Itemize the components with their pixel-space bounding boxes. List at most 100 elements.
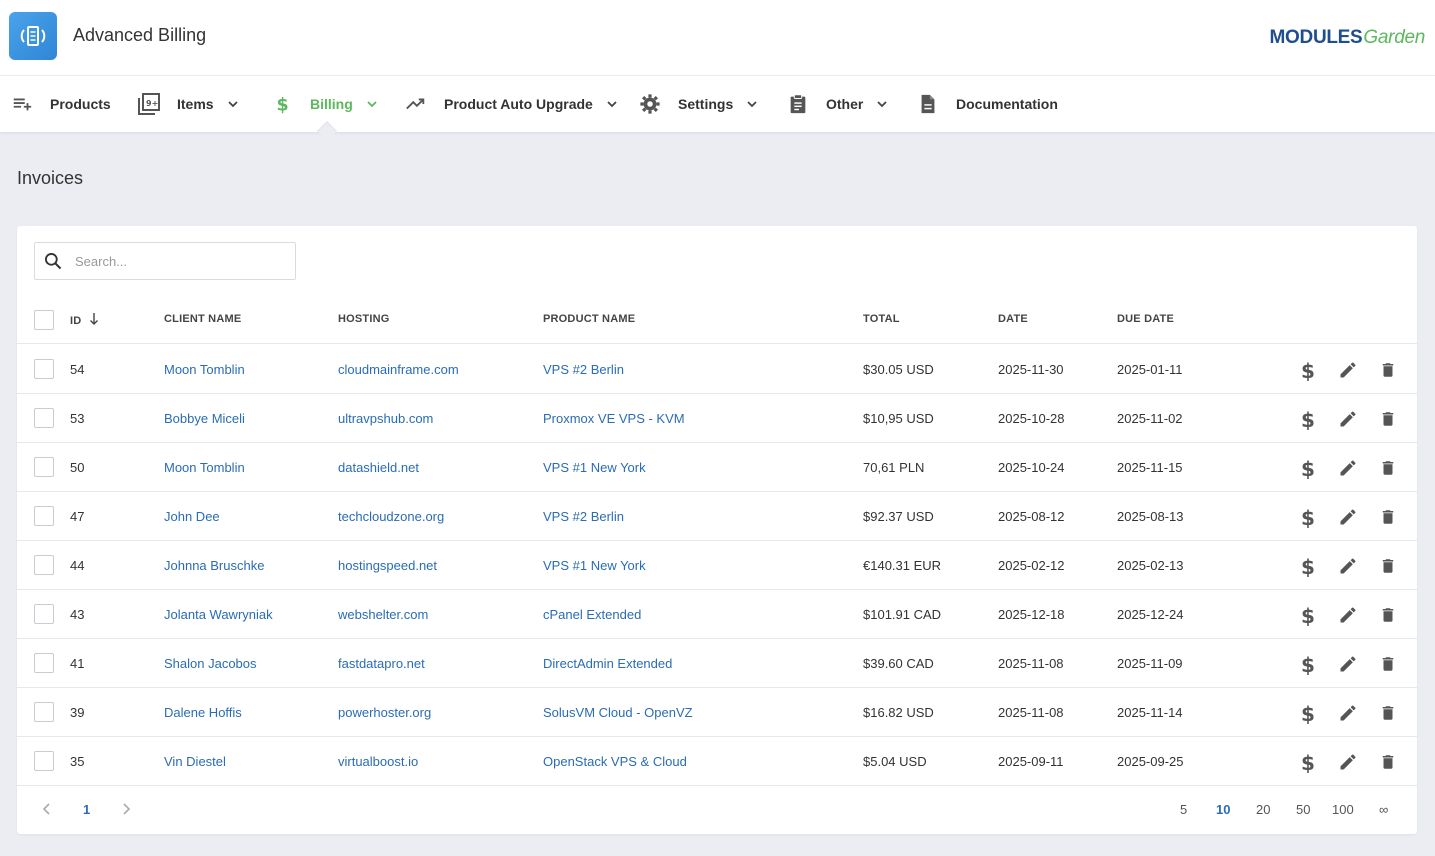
row-checkbox[interactable] — [34, 604, 54, 624]
page-number-current[interactable]: 1 — [83, 802, 91, 817]
column-hosting-header[interactable]: HOSTING — [338, 313, 390, 325]
edit-invoice-button[interactable] — [1337, 506, 1359, 528]
edit-invoice-button[interactable] — [1337, 604, 1359, 626]
row-checkbox[interactable] — [34, 408, 54, 428]
edit-invoice-button[interactable] — [1337, 359, 1359, 381]
client-name-link[interactable]: Bobbye Miceli — [164, 411, 245, 426]
prev-page-button[interactable] — [41, 802, 53, 819]
hosting-link[interactable]: datashield.net — [338, 460, 419, 475]
edit-invoice-button[interactable] — [1337, 751, 1359, 773]
column-due-date-header[interactable]: DUE DATE — [1117, 313, 1175, 325]
product-name-link[interactable]: VPS #2 Berlin — [543, 509, 624, 524]
client-name-link[interactable]: Moon Tomblin — [164, 362, 245, 377]
page-size-100[interactable]: 100 — [1332, 802, 1354, 817]
client-name-link[interactable]: Jolanta Wawryniak — [164, 607, 273, 622]
cell-due-date: 2025-11-14 — [1117, 705, 1183, 720]
edit-invoice-button[interactable] — [1337, 653, 1359, 675]
delete-invoice-button[interactable] — [1377, 457, 1399, 479]
column-total-header[interactable]: TOTAL — [863, 313, 900, 325]
delete-invoice-button[interactable] — [1377, 408, 1399, 430]
delete-invoice-button[interactable] — [1377, 604, 1399, 626]
svg-text:$: $ — [1301, 604, 1315, 626]
row-checkbox[interactable] — [34, 457, 54, 477]
modulesgarden-logo[interactable]: MODULES Garden — [1270, 24, 1426, 52]
nav-product-auto-upgrade[interactable]: Product Auto Upgrade — [404, 76, 619, 132]
nav-billing[interactable]: $ Billing — [270, 76, 379, 132]
hosting-link[interactable]: cloudmainframe.com — [338, 362, 459, 377]
nav-other[interactable]: Other — [786, 76, 889, 132]
client-name-link[interactable]: Johnna Bruschke — [164, 558, 265, 573]
nav-products-label: Products — [50, 96, 111, 112]
search-input[interactable] — [75, 253, 275, 269]
edit-invoice-button[interactable] — [1337, 555, 1359, 577]
pay-invoice-button[interactable]: $ — [1297, 751, 1319, 773]
client-name-link[interactable]: Vin Diestel — [164, 754, 226, 769]
page-size-20[interactable]: 20 — [1256, 802, 1271, 817]
pay-invoice-button[interactable]: $ — [1297, 555, 1319, 577]
product-name-link[interactable]: cPanel Extended — [543, 607, 642, 622]
edit-invoice-button[interactable] — [1337, 457, 1359, 479]
product-name-link[interactable]: VPS #1 New York — [543, 460, 646, 475]
product-name-link[interactable]: DirectAdmin Extended — [543, 656, 673, 671]
next-page-button[interactable] — [120, 802, 132, 819]
pencil-icon — [1338, 703, 1358, 723]
product-name-link[interactable]: Proxmox VE VPS - KVM — [543, 411, 685, 426]
pay-invoice-button[interactable]: $ — [1297, 359, 1319, 381]
column-date-header[interactable]: DATE — [998, 313, 1028, 325]
nav-items-label: Items — [177, 96, 214, 112]
page-size-all[interactable]: ∞ — [1379, 802, 1389, 817]
page-size-5[interactable]: 5 — [1180, 802, 1188, 817]
product-name-link[interactable]: VPS #2 Berlin — [543, 362, 624, 377]
product-name-link[interactable]: VPS #1 New York — [543, 558, 646, 573]
hosting-link[interactable]: webshelter.com — [338, 607, 429, 622]
nav-items[interactable]: 9+ Items — [137, 76, 240, 132]
edit-invoice-button[interactable] — [1337, 408, 1359, 430]
row-checkbox[interactable] — [34, 653, 54, 673]
hosting-link[interactable]: hostingspeed.net — [338, 558, 438, 573]
table-row: 44 Johnna Bruschke hostingspeed.net VPS #1 … — [17, 541, 1417, 590]
hosting-link[interactable]: fastdatapro.net — [338, 656, 425, 671]
hosting-link[interactable]: virtualboost.io — [338, 754, 419, 769]
row-checkbox[interactable] — [34, 359, 54, 379]
pay-invoice-button[interactable]: $ — [1297, 702, 1319, 724]
client-name-link[interactable]: Dalene Hoffis — [164, 705, 242, 720]
hosting-link[interactable]: powerhoster.org — [338, 705, 432, 720]
delete-invoice-button[interactable] — [1377, 506, 1399, 528]
product-name-link[interactable]: SolusVM Cloud - OpenVZ — [543, 705, 693, 720]
pay-invoice-button[interactable]: $ — [1297, 408, 1319, 430]
cell-date: 2025-11-08 — [998, 705, 1064, 720]
edit-invoice-button[interactable] — [1337, 702, 1359, 724]
select-all-checkbox[interactable] — [34, 310, 54, 330]
delete-invoice-button[interactable] — [1377, 555, 1399, 577]
client-name-link[interactable]: John Dee — [164, 509, 220, 524]
row-checkbox[interactable] — [34, 751, 54, 771]
cell-id: 41 — [70, 656, 85, 671]
pay-invoice-button[interactable]: $ — [1297, 506, 1319, 528]
delete-invoice-button[interactable] — [1377, 702, 1399, 724]
hosting-link[interactable]: ultravpshub.com — [338, 411, 434, 426]
row-checkbox[interactable] — [34, 555, 54, 575]
product-name-link[interactable]: OpenStack VPS & Cloud — [543, 754, 687, 769]
delete-invoice-button[interactable] — [1377, 359, 1399, 381]
client-name-link[interactable]: Shalon Jacobos — [164, 656, 257, 671]
delete-invoice-button[interactable] — [1377, 751, 1399, 773]
column-id-header[interactable]: ID — [70, 313, 99, 327]
column-client-header[interactable]: CLIENT NAME — [164, 313, 242, 325]
pay-invoice-button[interactable]: $ — [1297, 604, 1319, 626]
column-product-header[interactable]: PRODUCT NAME — [543, 313, 636, 325]
row-checkbox[interactable] — [34, 506, 54, 526]
nav-documentation[interactable]: Documentation — [916, 76, 1058, 132]
client-name-link[interactable]: Moon Tomblin — [164, 460, 245, 475]
pencil-icon — [1338, 507, 1358, 527]
hosting-link[interactable]: techcloudzone.org — [338, 509, 445, 524]
chevron-down-icon — [605, 97, 619, 111]
nav-settings[interactable]: Settings — [638, 76, 759, 132]
nav-products[interactable]: Products — [10, 76, 111, 132]
page-size-10[interactable]: 10 — [1216, 802, 1231, 817]
svg-text:$: $ — [1301, 457, 1315, 479]
pay-invoice-button[interactable]: $ — [1297, 653, 1319, 675]
page-size-50[interactable]: 50 — [1296, 802, 1311, 817]
row-checkbox[interactable] — [34, 702, 54, 722]
pay-invoice-button[interactable]: $ — [1297, 457, 1319, 479]
delete-invoice-button[interactable] — [1377, 653, 1399, 675]
